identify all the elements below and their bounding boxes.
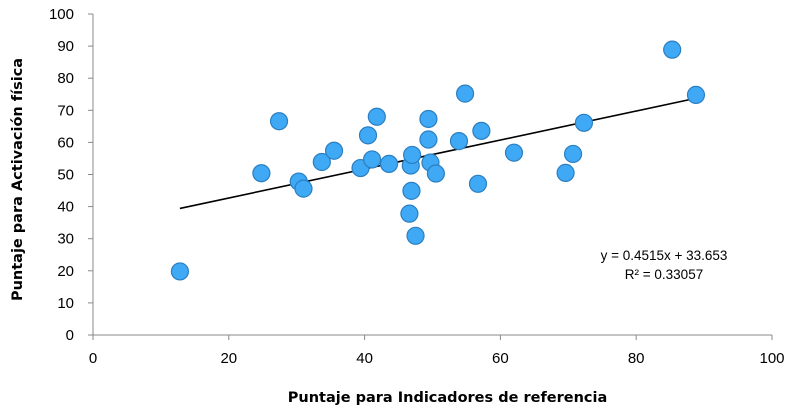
x-axis-title: Puntaje para Indicadores de referencia: [288, 390, 608, 406]
data-point: [472, 121, 491, 140]
trendline-r-squared: R² = 0.33057: [625, 267, 703, 282]
y-tick-label: 50: [57, 167, 74, 184]
data-point: [426, 164, 445, 183]
data-point: [686, 85, 706, 104]
x-axis-ticks: 0 20 40 60 80 100: [89, 335, 785, 367]
data-point: [402, 181, 421, 200]
data-point: [362, 150, 382, 169]
data-point: [455, 84, 475, 103]
data-point: [358, 126, 378, 145]
data-point: [170, 262, 190, 281]
data-point: [419, 130, 438, 149]
y-tick-label: 30: [57, 231, 74, 248]
data-point: [312, 152, 331, 172]
trendline: [179, 97, 697, 210]
trendline-group: [179, 97, 697, 210]
data-point: [367, 107, 386, 126]
y-tick-label: 40: [57, 199, 74, 216]
x-tick-label: 40: [356, 350, 373, 367]
x-tick-label: 100: [759, 350, 784, 367]
y-tick-label: 10: [57, 295, 74, 312]
y-tick-label: 20: [57, 263, 74, 280]
y-tick-label: 0: [66, 327, 74, 344]
data-point: [556, 163, 575, 182]
y-tick-label: 70: [57, 102, 74, 119]
x-tick-label: 20: [220, 350, 237, 367]
data-point: [400, 204, 419, 223]
data-points: [170, 40, 706, 281]
data-point: [403, 145, 422, 165]
data-point: [406, 226, 425, 245]
data-point: [449, 132, 469, 151]
y-axis-title: Puntaje para Activación física: [10, 58, 26, 301]
data-point: [563, 144, 583, 164]
y-tick-label: 80: [57, 70, 74, 87]
x-tick-label: 60: [492, 350, 509, 367]
data-point: [468, 174, 488, 193]
y-axis-ticks: 0 10 20 30 40 50 60 70 80 90 100: [49, 6, 93, 344]
y-tick-label: 100: [49, 6, 74, 23]
data-point: [663, 40, 682, 59]
data-point: [574, 113, 594, 132]
trendline-equation: y = 0.4515x + 33.653: [601, 248, 728, 263]
x-tick-label: 0: [89, 350, 97, 367]
data-point: [294, 179, 313, 198]
data-point: [269, 112, 289, 131]
y-tick-label: 90: [57, 38, 74, 55]
data-point: [419, 109, 438, 129]
y-tick-label: 60: [57, 134, 74, 151]
data-point: [252, 164, 271, 183]
data-point: [504, 143, 524, 162]
data-point: [324, 141, 344, 160]
x-tick-label: 80: [628, 350, 645, 367]
data-point: [379, 154, 399, 174]
